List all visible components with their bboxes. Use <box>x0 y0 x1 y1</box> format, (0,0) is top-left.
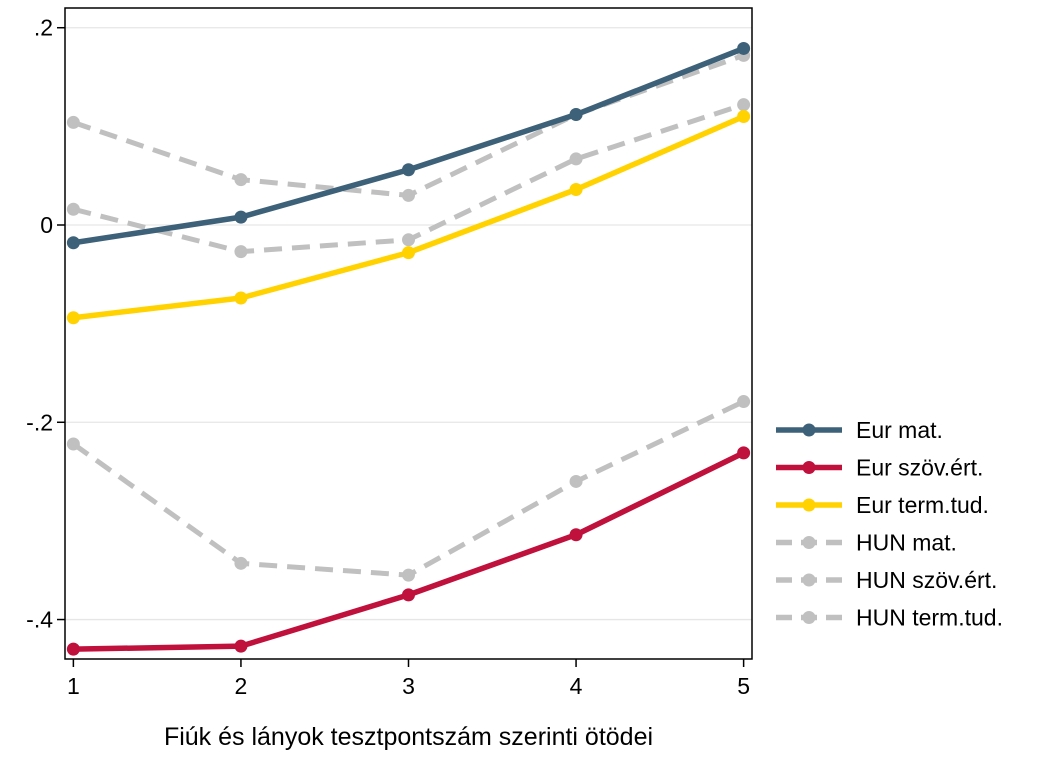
legend-swatch-marker-3 <box>802 536 816 549</box>
series-1-point-3 <box>569 528 583 542</box>
legend-swatch-marker-5 <box>802 611 816 624</box>
series-2-point-2 <box>402 246 415 260</box>
legend-item-0: Eur mat. <box>776 417 943 443</box>
series-1-point-4 <box>737 446 751 460</box>
x-tick-label-4: 5 <box>737 673 750 699</box>
series-2-point-1 <box>234 291 248 305</box>
series-3-point-2 <box>402 188 415 202</box>
legend-item-4: HUN szöv.ért. <box>776 567 997 593</box>
series-0-point-3 <box>569 108 583 122</box>
series-3-point-0 <box>66 115 80 129</box>
x-tick-label-3: 4 <box>570 673 583 699</box>
x-tick-label-2: 3 <box>402 673 415 699</box>
legend-swatch-marker-2 <box>802 498 816 512</box>
legend-label-2: Eur term.tud. <box>856 492 989 518</box>
axis-layer: .2 0 -.2 -.4 1 2 3 4 5 <box>26 15 750 699</box>
series-4-point-1 <box>234 556 248 570</box>
y-tick-label-2: -.2 <box>26 409 53 435</box>
series-0-point-4 <box>737 41 751 55</box>
series-layer <box>66 41 751 656</box>
y-tick-label-1: 0 <box>40 212 53 238</box>
series-1-point-1 <box>234 639 248 653</box>
series-1-point-0 <box>66 642 80 656</box>
series-5-point-1 <box>234 245 248 259</box>
series-5-point-0 <box>66 202 80 216</box>
series-4-point-0 <box>66 437 80 451</box>
y-tick-label-3: -.4 <box>26 607 53 633</box>
series-2-point-3 <box>569 182 583 196</box>
series-4 <box>66 395 751 582</box>
series-2-point-0 <box>66 311 80 325</box>
series-2-point-4 <box>737 110 751 123</box>
series-4-point-2 <box>402 568 415 582</box>
series-5-point-3 <box>569 152 583 166</box>
legend-label-1: Eur szöv.ért. <box>856 455 983 481</box>
series-0-point-0 <box>66 236 80 250</box>
series-0 <box>66 41 751 250</box>
x-tick-label-0: 1 <box>67 673 80 699</box>
legend-swatch-marker-4 <box>802 573 816 587</box>
series-4-point-4 <box>737 395 751 409</box>
legend-item-1: Eur szöv.ért. <box>776 455 983 481</box>
legend-label-0: Eur mat. <box>856 417 943 443</box>
series-0-point-2 <box>402 163 415 177</box>
series-1 <box>66 446 751 656</box>
series-3-point-1 <box>234 173 248 187</box>
series-5 <box>66 98 751 259</box>
legend-item-2: Eur term.tud. <box>776 492 989 518</box>
legend: Eur mat. Eur szöv.ért. Eur term.tud. HUN ma… <box>776 417 1003 631</box>
series-0-point-1 <box>234 210 248 224</box>
series-2 <box>66 110 751 325</box>
y-tick-label-0: .2 <box>34 15 53 41</box>
series-5-point-2 <box>402 233 415 247</box>
x-axis-title: Fiúk és lányok tesztpontszám szerinti öt… <box>164 723 653 751</box>
legend-item-3: HUN mat. <box>776 530 957 556</box>
legend-swatch-marker-0 <box>802 423 816 437</box>
legend-swatch-marker-1 <box>802 461 816 474</box>
legend-label-5: HUN term.tud. <box>856 605 1003 631</box>
series-1-point-2 <box>402 588 415 602</box>
series-4-point-3 <box>569 474 583 488</box>
series-5-point-4 <box>737 98 751 112</box>
legend-label-4: HUN szöv.ért. <box>856 567 997 593</box>
x-tick-label-1: 2 <box>235 673 248 699</box>
legend-item-5: HUN term.tud. <box>776 605 1003 631</box>
legend-label-3: HUN mat. <box>856 530 957 556</box>
